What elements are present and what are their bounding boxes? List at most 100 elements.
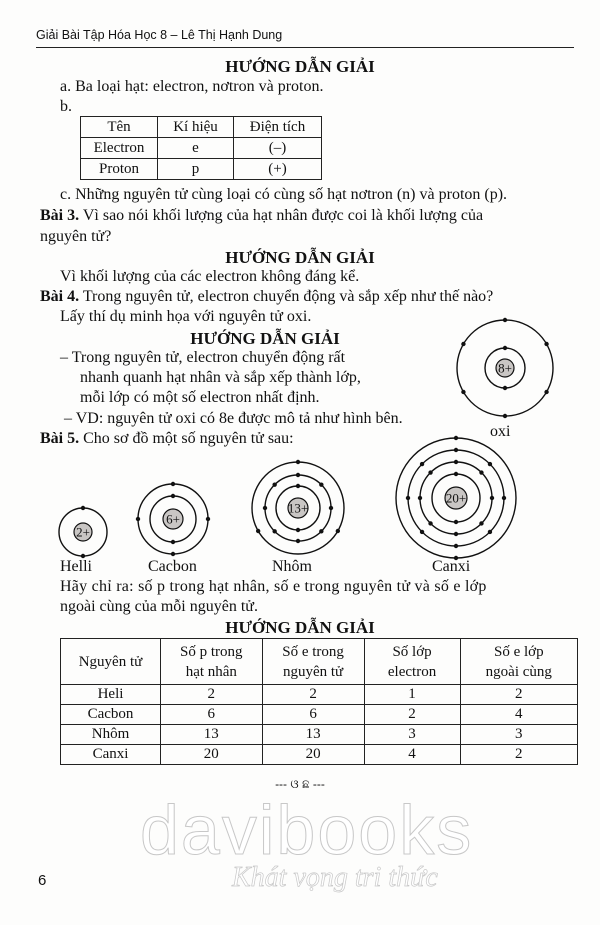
cell: Canxi bbox=[60, 744, 161, 765]
electron bbox=[453, 471, 459, 477]
question-text: Vì sao nói khối lượng của hạt nhân được … bbox=[82, 207, 484, 224]
electron bbox=[502, 345, 508, 351]
electron bbox=[428, 470, 433, 475]
electron bbox=[272, 482, 277, 487]
cell: Proton bbox=[80, 158, 158, 180]
electron bbox=[461, 389, 466, 395]
table-row: Cacbon 6 6 2 4 bbox=[60, 704, 579, 725]
electron bbox=[419, 529, 425, 535]
atom-diagrams: 8+ 2+ 6+ 13+ 20+ bbox=[58, 317, 554, 561]
question-text: Lấy thí dụ minh họa với nguyên tử oxi. bbox=[60, 308, 312, 325]
solution-heading: HƯỚNG DẪN GIẢI bbox=[225, 57, 375, 76]
nucleus-charge: 13+ bbox=[288, 501, 308, 516]
table-row: Proton p (+) bbox=[80, 158, 322, 180]
electron bbox=[479, 470, 484, 475]
electron bbox=[428, 521, 433, 526]
electron bbox=[295, 483, 301, 489]
header-line: ngoài cùng bbox=[485, 663, 552, 680]
exercise-label: Bài 5. bbox=[40, 430, 80, 447]
electron bbox=[489, 495, 495, 501]
cell: (–) bbox=[233, 137, 322, 159]
electron bbox=[335, 528, 341, 534]
table-row: Canxi 20 20 4 2 bbox=[60, 744, 579, 765]
electron bbox=[487, 461, 493, 467]
answer-b: b. bbox=[60, 98, 72, 115]
particle-table: Tên Kí hiệu Điện tích Electron e (–) Proton p… bbox=[80, 116, 322, 180]
atom-label: Nhôm bbox=[272, 558, 312, 575]
electron bbox=[501, 495, 507, 501]
electron bbox=[479, 521, 484, 526]
solution-heading: HƯỚNG DẪN GIẢI bbox=[190, 329, 340, 348]
cell: 4 bbox=[363, 744, 461, 765]
nucleus bbox=[444, 486, 468, 510]
answer-text: – VD: nguyên tử oxi có 8e được mô tả như… bbox=[64, 410, 403, 427]
page-number: 6 bbox=[38, 872, 47, 889]
answer-c: c. Những nguyên tử cùng loại có cùng số … bbox=[60, 186, 508, 203]
electron bbox=[205, 516, 211, 522]
nucleus bbox=[162, 508, 184, 530]
question-text: nguyên tử? bbox=[40, 228, 112, 245]
nucleus-charge: 6+ bbox=[166, 512, 180, 527]
electron bbox=[170, 551, 176, 557]
electron bbox=[135, 516, 141, 522]
electron bbox=[453, 543, 459, 549]
electron bbox=[502, 385, 508, 391]
electron bbox=[405, 495, 411, 501]
cell: 20 bbox=[159, 744, 263, 765]
electron bbox=[80, 505, 86, 511]
cell: 6 bbox=[159, 704, 263, 725]
solution-heading: HƯỚNG DẪN GIẢI bbox=[225, 248, 375, 267]
electron bbox=[453, 519, 459, 525]
section-divider: --- ଓ ଛ --- bbox=[275, 777, 325, 791]
header-line: Số p trong bbox=[180, 643, 243, 660]
exercise-label: Bài 4. bbox=[40, 288, 80, 305]
electron bbox=[170, 539, 176, 545]
nucleus bbox=[495, 358, 515, 378]
solution-heading: HƯỚNG DẪN GIẢI bbox=[225, 618, 375, 637]
col-header: Điện tích bbox=[233, 116, 322, 138]
col-header: Số lớp electron bbox=[363, 638, 461, 685]
cell: Nhôm bbox=[60, 724, 161, 745]
table-row: Nhôm 13 13 3 3 bbox=[60, 724, 579, 745]
cell: 3 bbox=[363, 724, 461, 745]
cell: 13 bbox=[159, 724, 263, 745]
electron bbox=[461, 341, 466, 347]
electron bbox=[170, 481, 176, 487]
task-text: ngoài cùng của mỗi nguyên tử. bbox=[60, 598, 258, 615]
electron bbox=[295, 459, 301, 465]
cell: 3 bbox=[459, 724, 579, 745]
watermark-logo: davibooks bbox=[139, 791, 474, 870]
nucleus-charge: 20+ bbox=[446, 491, 466, 506]
question-text: Cho sơ đồ một số nguyên tử sau: bbox=[83, 430, 294, 447]
answer-text: mỗi lớp có một số electron nhất định. bbox=[80, 389, 320, 406]
cell: 6 bbox=[261, 704, 365, 725]
header-line: hạt nhân bbox=[185, 663, 237, 680]
table-row: Heli 2 2 1 2 bbox=[60, 684, 579, 705]
watermark-slogan: Khát vọng tri thức bbox=[232, 862, 439, 894]
electron bbox=[453, 447, 459, 453]
header-line: Số e lớp bbox=[493, 643, 544, 660]
cell: Cacbon bbox=[60, 704, 161, 725]
cell: 2 bbox=[159, 684, 263, 705]
cell: (+) bbox=[233, 158, 322, 180]
electron bbox=[262, 505, 268, 511]
cell: 1 bbox=[363, 684, 461, 705]
col-header: Số e lớp ngoài cùng bbox=[459, 638, 579, 685]
header-line: Số e trong bbox=[282, 643, 344, 660]
header-line: Số lớp bbox=[392, 643, 432, 660]
cell: 2 bbox=[363, 704, 461, 725]
electron bbox=[255, 528, 261, 534]
header-line: electron bbox=[387, 663, 437, 680]
cell: Heli bbox=[60, 684, 161, 705]
atom-label-oxi: oxi bbox=[490, 423, 511, 440]
electron bbox=[319, 529, 324, 534]
cell: 20 bbox=[261, 744, 365, 765]
electron bbox=[319, 482, 324, 487]
answer-text: Vì khối lượng của các electron không đán… bbox=[60, 268, 360, 285]
electron bbox=[453, 531, 459, 537]
electron bbox=[170, 493, 176, 499]
question-text: Trong nguyên tử, electron chuyển động và… bbox=[82, 288, 494, 305]
running-header: Giải Bài Tập Hóa Học 8 – Lê Thị Hạnh Dun… bbox=[36, 28, 283, 42]
cell: 2 bbox=[459, 744, 579, 765]
task-text: Hãy chỉ ra: số p trong hạt nhân, số e tr… bbox=[60, 578, 487, 595]
